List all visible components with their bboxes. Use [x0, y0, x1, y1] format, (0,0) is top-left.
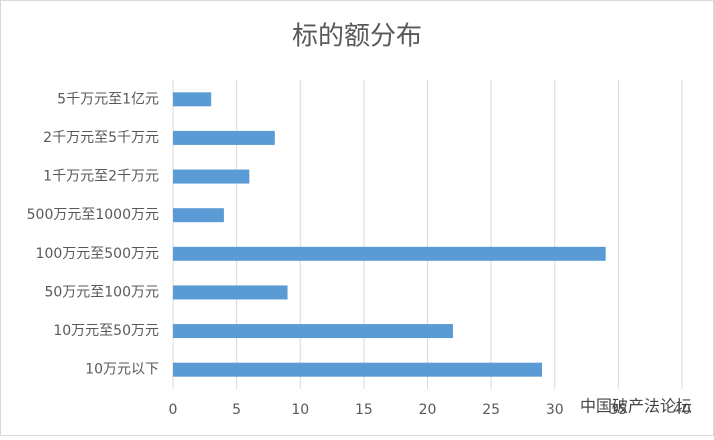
x-tick-label: 30	[546, 402, 564, 418]
y-tick-label: 1千万元至2千万元	[43, 169, 159, 185]
y-tick-label: 500万元至1000万元	[27, 207, 159, 223]
chart-title: 标的额分布	[292, 22, 422, 52]
watermark: 中国破产法论坛	[580, 397, 692, 416]
x-tick-label: 10	[291, 402, 309, 418]
bar	[173, 169, 250, 184]
bar	[173, 92, 212, 107]
x-tick-label: 40	[673, 402, 691, 418]
y-tick-label: 100万元至500万元	[36, 246, 159, 262]
x-tick-label: 5	[232, 402, 241, 418]
y-tick-label: 10万元以下	[85, 362, 159, 378]
plot-area: 0 5 10 15 20 25 30 35 40 5千万元至1亿元 2千万元至5千万元 1千万元至2千…	[27, 80, 691, 418]
y-tick-label: 5千万元至1亿元	[57, 91, 159, 107]
bar	[173, 130, 275, 145]
bar	[173, 285, 288, 300]
x-tick-label: 15	[355, 402, 373, 418]
bar	[173, 362, 543, 377]
y-tick-label: 10万元至50万元	[53, 323, 159, 339]
bar	[173, 246, 606, 261]
y-tick-label: 50万元至100万元	[44, 284, 159, 300]
x-tick-label: 0	[169, 402, 178, 418]
x-tick-label: 35	[609, 402, 627, 418]
bar	[173, 208, 224, 223]
x-tick-label: 25	[482, 402, 500, 418]
y-tick-label: 2千万元至5千万元	[43, 130, 159, 146]
bar	[173, 324, 453, 339]
x-tick-label: 20	[419, 402, 437, 418]
